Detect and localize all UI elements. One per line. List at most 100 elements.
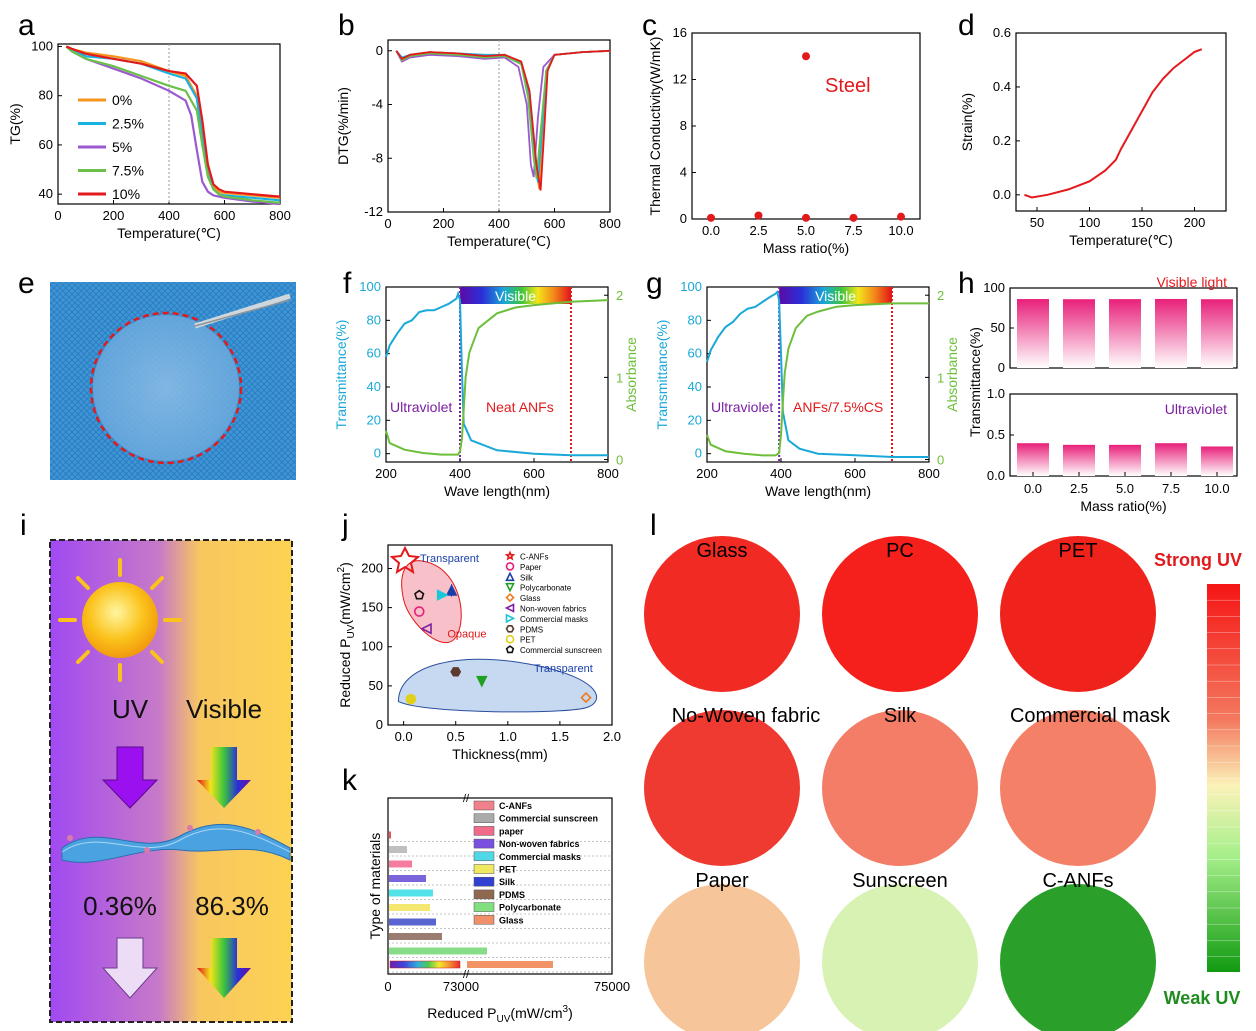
legend-label: PDMS bbox=[520, 625, 543, 634]
marker bbox=[505, 562, 515, 571]
sample-label: Commercial mask bbox=[1010, 705, 1171, 727]
film-disc bbox=[93, 315, 239, 461]
visible-band-label: Visible bbox=[815, 288, 856, 304]
uv-out-arrow-icon bbox=[101, 937, 159, 999]
x-axis-label: Temperature(℃) bbox=[117, 225, 221, 241]
x-axis-label: Wave length(nm) bbox=[444, 483, 550, 499]
panel-label-h: h bbox=[958, 267, 975, 300]
chart-d-strain: 50 100 150 200 0.0 0.2 0.4 0.6 Temperature(℃) Str… bbox=[959, 25, 1227, 248]
y-tick-label: 0 bbox=[998, 360, 1005, 375]
uv-map-circle bbox=[1000, 884, 1156, 1031]
axis-break-mark: // bbox=[463, 793, 470, 805]
steel-annotation: Steel bbox=[825, 75, 871, 97]
marker bbox=[420, 622, 432, 635]
x-tick-label: 150 bbox=[1131, 215, 1153, 230]
y-tick-label: 60 bbox=[367, 346, 381, 361]
x-tick-label: 50 bbox=[1030, 215, 1044, 230]
bar bbox=[1109, 444, 1141, 476]
y-axis-label-part: 2 bbox=[336, 566, 347, 572]
marker bbox=[504, 550, 516, 561]
x-tick-label: 2.5 bbox=[749, 223, 767, 238]
marker bbox=[505, 613, 516, 624]
series-line-0% bbox=[395, 49, 611, 190]
color-scale bbox=[1207, 584, 1240, 972]
panel-label-g: g bbox=[646, 267, 663, 300]
marker bbox=[405, 693, 417, 705]
y-tick-label: 80 bbox=[367, 312, 381, 327]
sample-label: PET bbox=[1059, 540, 1098, 562]
x-tick-label: 75000 bbox=[594, 979, 630, 994]
x-tick-label: 400 bbox=[488, 216, 510, 231]
opaque-region bbox=[401, 560, 462, 644]
x-tick-label: 0.0 bbox=[1024, 481, 1042, 496]
x-tick-label: 600 bbox=[844, 466, 866, 481]
series-line-7.5% bbox=[65, 45, 281, 204]
y-tick-label: 0.0 bbox=[987, 468, 1005, 483]
series-line-2.5% bbox=[395, 49, 611, 183]
marker bbox=[505, 592, 515, 603]
panel-label-l: l bbox=[650, 509, 657, 542]
y-axis-label: Transmittance(%) bbox=[967, 327, 983, 437]
data-point bbox=[754, 211, 763, 220]
legend-swatch bbox=[473, 864, 495, 874]
scale-max-label: Strong UV bbox=[1154, 550, 1242, 570]
marker bbox=[505, 571, 515, 582]
y-tick-label: 40 bbox=[39, 186, 53, 201]
series-line-0% bbox=[65, 45, 281, 199]
legend-label: 0% bbox=[112, 92, 132, 108]
y-axis-label: TG(%) bbox=[7, 103, 23, 144]
marker bbox=[414, 589, 425, 600]
series-line-7.5% bbox=[395, 49, 611, 179]
x-tick-label: 0.5 bbox=[447, 729, 465, 744]
panel-label-d: d bbox=[958, 9, 975, 42]
legend-label: Silk bbox=[520, 573, 534, 582]
visible-band-label: Visible bbox=[495, 288, 536, 304]
chart-j-scatter: 0.0 0.5 1.0 1.5 2.0 0 50 100 150 200 Thickness(mm)… bbox=[336, 544, 621, 762]
legend-label: Non-woven fabrics bbox=[520, 605, 586, 614]
marker bbox=[505, 624, 515, 633]
visible-transmittance: 86.3% bbox=[195, 891, 269, 921]
y-tick-label: 50 bbox=[369, 678, 383, 693]
transmittance-line bbox=[706, 290, 929, 458]
plot-frame bbox=[1015, 32, 1227, 212]
y-tick-label: 20 bbox=[688, 412, 702, 427]
x-tick-label: 0 bbox=[384, 979, 391, 994]
legend-swatch bbox=[473, 813, 495, 823]
y-tick-label: 150 bbox=[361, 600, 383, 615]
y-tick-label: 0.5 bbox=[987, 427, 1005, 442]
bar bbox=[389, 904, 430, 911]
plot-frame bbox=[387, 797, 613, 975]
legend-label: 10% bbox=[112, 186, 140, 202]
bar bbox=[1017, 299, 1049, 368]
y-tick-label: 4 bbox=[680, 165, 687, 180]
panel-label-j: j bbox=[341, 509, 349, 542]
x-tick-label: 800 bbox=[269, 208, 291, 223]
scale-min-label: Weak UV bbox=[1164, 988, 1241, 1008]
bar bbox=[389, 846, 407, 853]
x-tick-label: 600 bbox=[523, 466, 545, 481]
x-tick-label: 600 bbox=[214, 208, 236, 223]
data-point bbox=[802, 52, 810, 61]
bar bbox=[389, 960, 461, 969]
uv-map-circle bbox=[644, 536, 800, 692]
y-axis-label: Transmittance(%) bbox=[654, 320, 670, 430]
star-icon bbox=[389, 545, 421, 575]
x-tick-label: 73000 bbox=[443, 979, 479, 994]
panel-label-f: f bbox=[343, 267, 352, 300]
marker bbox=[504, 603, 515, 613]
y-axis-label: Reduced PUV(mW/cm2) bbox=[336, 562, 357, 708]
series-line-10% bbox=[395, 49, 611, 191]
legend-label: 2.5% bbox=[112, 116, 144, 132]
y-tick-label: -8 bbox=[371, 150, 383, 165]
legend-label: Paper bbox=[520, 563, 542, 572]
y-tick-label: 0.0 bbox=[993, 187, 1011, 202]
bar bbox=[389, 860, 412, 868]
y2-tick-label: 2 bbox=[937, 288, 944, 303]
uv-map-circle bbox=[644, 884, 800, 1031]
panel-label-c: c bbox=[642, 9, 657, 42]
y2-tick-label: 1 bbox=[937, 370, 944, 385]
bar bbox=[1063, 299, 1095, 368]
x-tick-label: 10.0 bbox=[888, 223, 913, 238]
panel-label-i: i bbox=[20, 509, 27, 542]
y-tick-label: 100 bbox=[359, 279, 381, 294]
